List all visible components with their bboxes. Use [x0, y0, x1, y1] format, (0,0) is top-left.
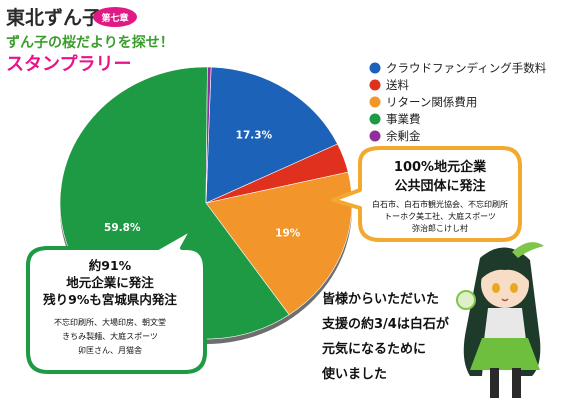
pie-chart [59, 66, 353, 344]
pie-labels: 17.3% 19% 59.8% [104, 130, 301, 240]
callout-right-sub-1: 白石市、白石市観光協会、不忘印刷所 [372, 199, 508, 209]
pie-label-3: 19% [275, 227, 301, 239]
callout-right-sub-3: 弥治郎こけし村 [412, 223, 468, 233]
chapter-badge-text: 第七章 [101, 12, 128, 24]
message-line-1: 皆様からいただいた [322, 291, 439, 307]
callout-left-sub-3: 卯匡さん、月猫舎 [78, 345, 142, 355]
legend-label-2: 送料 [386, 78, 409, 92]
message: 皆様からいただいた 支援の約3/4は白石が 元気になるために 使いました [321, 291, 449, 382]
mascot-character [456, 242, 544, 398]
callout-right-sub-2: トーホク美工社、大庭スポーツ [384, 211, 496, 221]
callout-left-line-1: 約91% [89, 258, 132, 273]
pie-label-1: 17.3% [236, 130, 273, 142]
legend-label-5: 余剰金 [386, 129, 421, 143]
callout-left-line-3: 残り9%も宮城県内発注 [43, 292, 177, 307]
logo-text: 東北ずん子 [6, 6, 101, 29]
legend-marker-3 [369, 96, 381, 108]
pie-slice-1 [205, 66, 338, 204]
legend-label-3: リターン関係費用 [386, 95, 477, 109]
legend-marker-2 [369, 79, 381, 91]
logo: 東北ずん子 第七章 [6, 6, 137, 29]
message-line-3: 元気になるために [322, 341, 426, 357]
message-line-4: 使いました [321, 366, 387, 382]
callout-right-line-1: 100%地元企業 [394, 159, 487, 175]
message-line-2: 支援の約3/4は白石が [321, 316, 449, 332]
pie-label-4: 59.8% [104, 222, 141, 234]
legend-label-4: 事業費 [386, 112, 421, 126]
callout-left-sub-1: 不忘印刷所、大場印房、朝文堂 [54, 317, 166, 327]
callout-left: 約91% 地元企業に発注 残り9%も宮城県内発注 不忘印刷所、大場印房、朝文堂 … [26, 226, 207, 374]
subtitle: ずん子の桜だよりを探せ！ [6, 34, 174, 51]
page-title: スタンプラリー [6, 53, 131, 75]
pie-slice-3 [205, 171, 353, 316]
legend-marker-5 [369, 130, 381, 142]
callout-right-line-2: 公共団体に発注 [394, 178, 485, 194]
callout-left-sub-2: きちみ製麺、大庭スポーツ [62, 331, 158, 341]
legend-marker-4 [369, 113, 381, 125]
chapter-badge: 第七章 [93, 7, 137, 27]
callout-left-line-2: 地元企業に発注 [66, 275, 154, 290]
pie-slice-5 [205, 66, 212, 204]
legend-label-1: クラウドファンディング手数料 [386, 61, 547, 75]
legend-marker-1 [369, 62, 381, 74]
callout-right: 100%地元企業 公共団体に発注 白石市、白石市観光協会、不忘印刷所 トーホク美… [331, 146, 522, 242]
